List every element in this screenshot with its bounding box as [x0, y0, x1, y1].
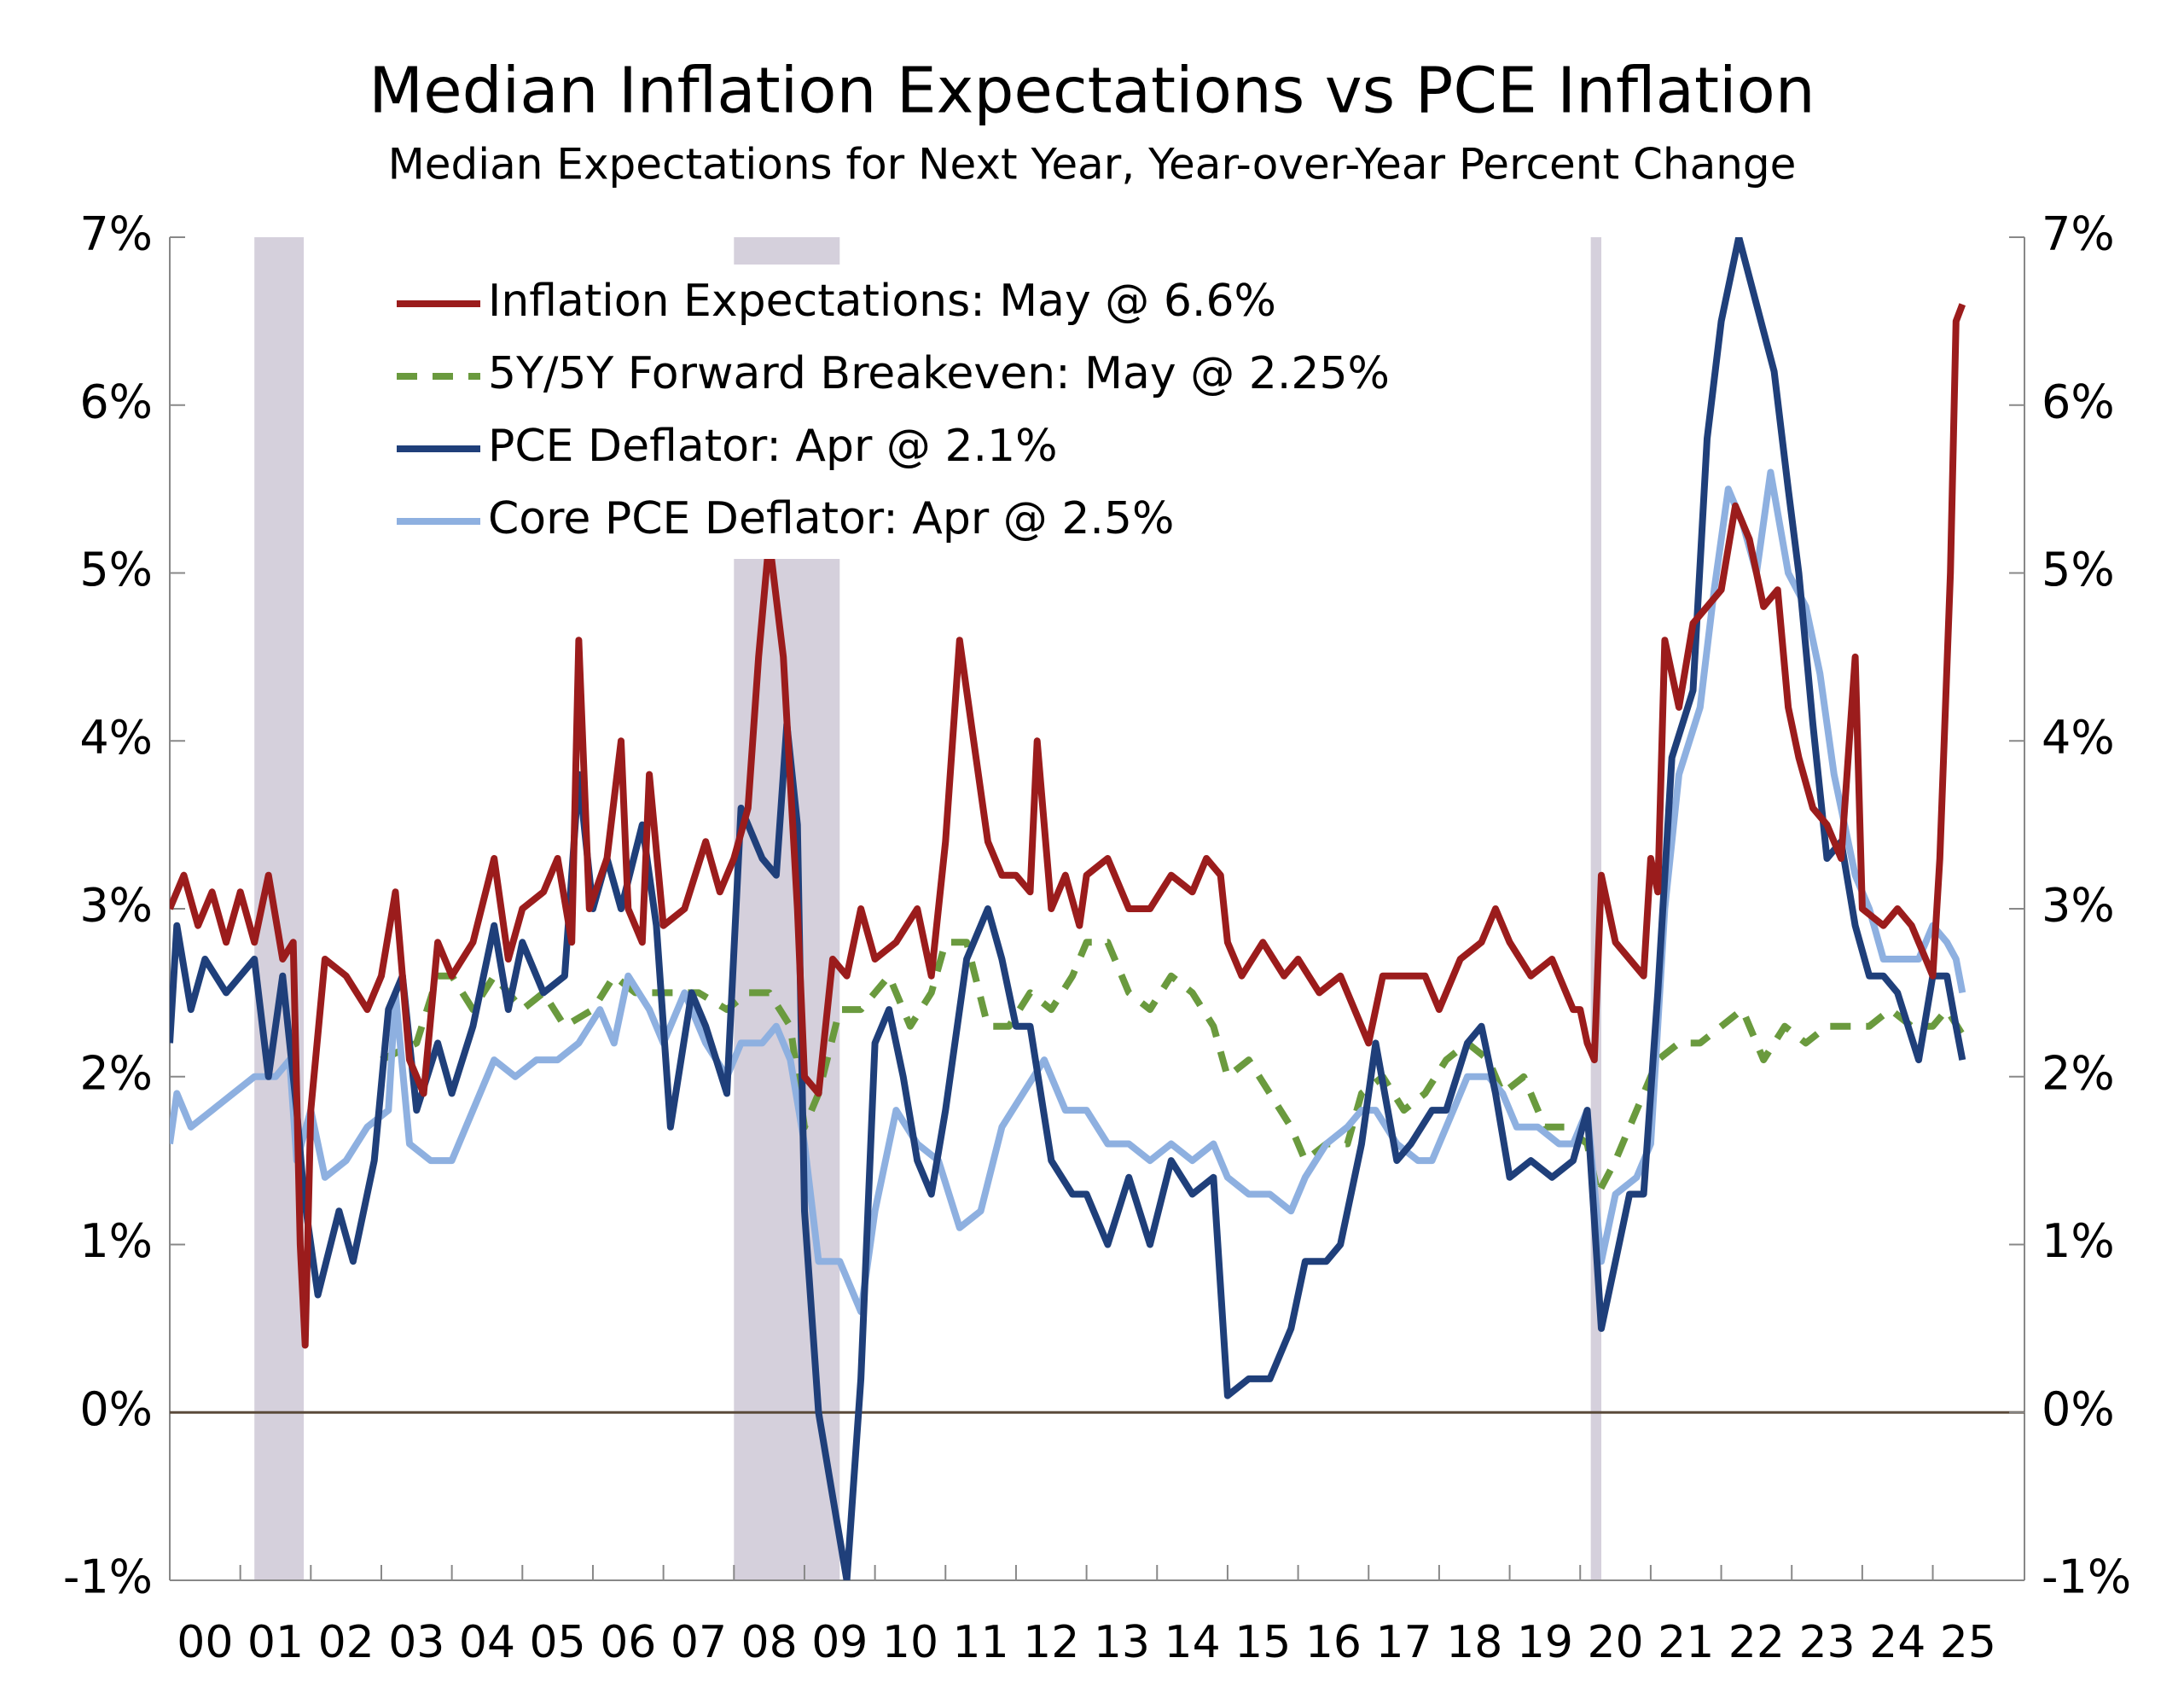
x-tick-label: 23: [1798, 1617, 1855, 1668]
x-tick-label: 16: [1305, 1617, 1362, 1668]
y-tick-label: 6%: [79, 375, 153, 428]
legend-box: [348, 265, 1500, 559]
x-tick-label: 19: [1517, 1617, 1573, 1668]
x-tick-label: 05: [530, 1617, 586, 1668]
y2-tick-label: 6%: [2042, 375, 2115, 428]
series-line: [170, 468, 1966, 1316]
series-line: [170, 237, 1966, 1580]
y-tick-label: 0%: [79, 1382, 153, 1436]
legend-label: Inflation Expectations: May @ 6.6%: [488, 276, 1276, 327]
y2-tick-label: 0%: [2042, 1382, 2115, 1436]
y2-tick-label: 7%: [2042, 207, 2115, 261]
x-tick-label: 06: [600, 1617, 656, 1668]
chart-title: Median Inflation Expectations vs PCE Inf…: [369, 55, 1815, 128]
y2-tick-label: 4%: [2042, 711, 2115, 765]
x-tick-label: 15: [1234, 1617, 1291, 1668]
series-line: [380, 939, 1966, 1198]
x-tick-label: 01: [247, 1617, 304, 1668]
y-tick-label: -1%: [63, 1550, 153, 1604]
x-tick-label: 00: [177, 1617, 233, 1668]
legend-label: PCE Deflator: Apr @ 2.1%: [488, 421, 1058, 472]
x-tick-label: 10: [882, 1617, 938, 1668]
x-tick-label: 04: [459, 1617, 515, 1668]
x-tick-label: 18: [1446, 1617, 1502, 1668]
x-tick-label: 17: [1375, 1617, 1432, 1668]
legend-label: Core PCE Deflator: Apr @ 2.5%: [488, 493, 1174, 544]
x-tick-label: 08: [741, 1617, 798, 1668]
x-tick-label: 07: [671, 1617, 727, 1668]
y-tick-label: 2%: [79, 1046, 153, 1100]
x-tick-label: 25: [1940, 1617, 1996, 1668]
legend-label: 5Y/5Y Forward Breakeven: May @ 2.25%: [488, 348, 1390, 399]
y2-tick-label: 3%: [2042, 879, 2115, 933]
x-tick-label: 22: [1728, 1617, 1785, 1668]
y-tick-label: 3%: [79, 879, 153, 933]
plot-area: [170, 237, 1966, 1580]
x-tick-label: 03: [388, 1617, 444, 1668]
x-tick-label: 14: [1165, 1617, 1221, 1668]
y-tick-label: 5%: [79, 543, 153, 596]
y-tick-label: 7%: [79, 207, 153, 261]
x-tick-label: 12: [1023, 1617, 1079, 1668]
chart-subtitle: Median Expectations for Next Year, Year-…: [388, 140, 1797, 189]
y2-tick-label: 1%: [2042, 1214, 2115, 1268]
y-tick-label: 1%: [79, 1214, 153, 1268]
x-tick-label: 09: [811, 1617, 868, 1668]
y2-tick-label: -1%: [2042, 1550, 2131, 1604]
y2-tick-label: 5%: [2042, 543, 2115, 596]
x-tick-label: 02: [318, 1617, 375, 1668]
x-tick-label: 11: [953, 1617, 1009, 1668]
y-tick-label: 4%: [79, 711, 153, 765]
x-tick-label: 13: [1094, 1617, 1150, 1668]
series-line: [170, 303, 1966, 1349]
x-tick-label: 24: [1869, 1617, 1926, 1668]
x-tick-label: 21: [1658, 1617, 1714, 1668]
x-tick-label: 20: [1587, 1617, 1643, 1668]
y2-tick-label: 2%: [2042, 1046, 2115, 1100]
